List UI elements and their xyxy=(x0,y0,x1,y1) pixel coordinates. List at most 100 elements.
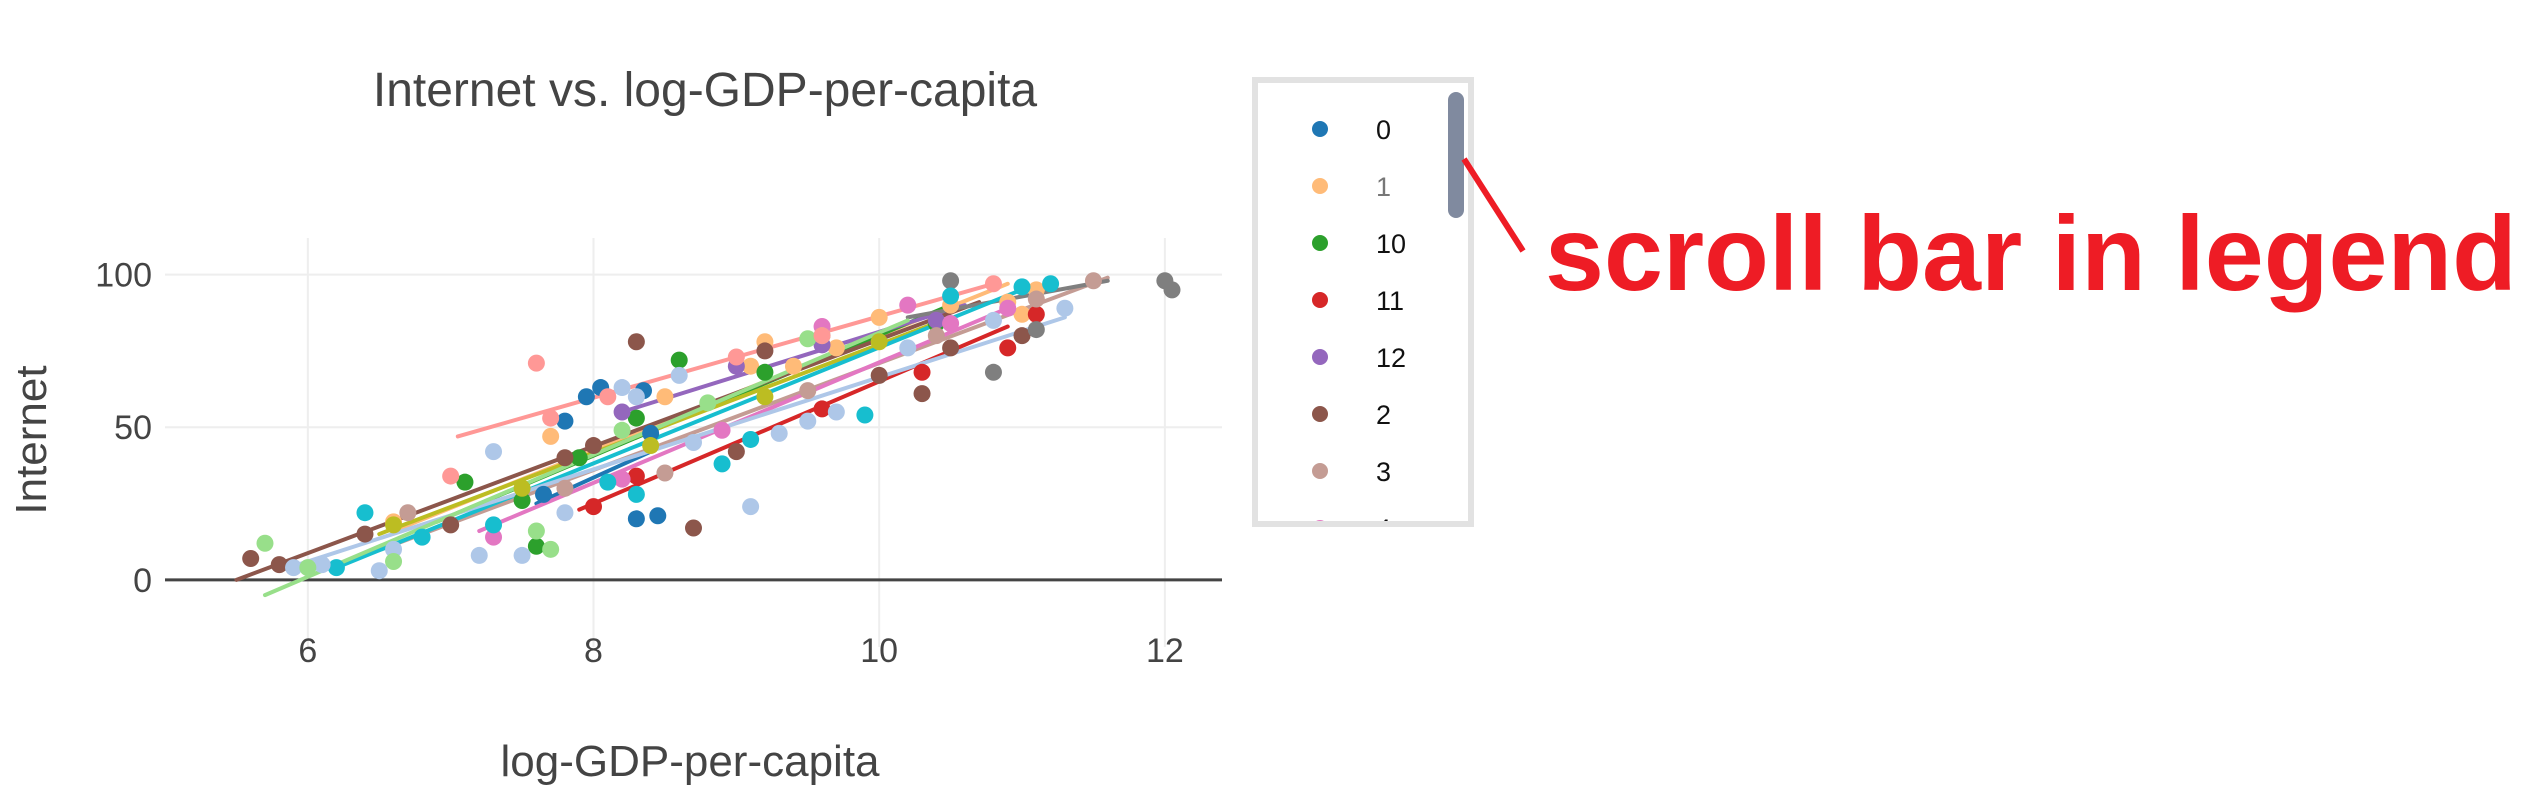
data-point-series-11[interactable] xyxy=(1027,305,1045,323)
data-point-series-9[interactable] xyxy=(799,330,817,348)
data-point-series-3[interactable] xyxy=(1084,272,1102,290)
legend-marker-12[interactable] xyxy=(1312,349,1328,365)
data-point-series-7[interactable] xyxy=(742,430,760,448)
data-point-series-9[interactable] xyxy=(385,553,403,571)
data-point-series-0[interactable] xyxy=(649,507,667,525)
legend-marker-10[interactable] xyxy=(1312,235,1328,251)
data-point-series-7[interactable] xyxy=(1042,275,1060,293)
data-point-series-0[interactable] xyxy=(642,424,660,442)
data-point-series-13[interactable] xyxy=(599,388,617,406)
data-point-series-8[interactable] xyxy=(485,443,503,461)
data-point-series-8[interactable] xyxy=(513,546,531,564)
data-point-series-1[interactable] xyxy=(1013,305,1031,323)
data-point-series-7[interactable] xyxy=(413,528,431,546)
data-point-series-0[interactable] xyxy=(627,510,645,528)
data-point-series-11[interactable] xyxy=(627,467,645,485)
data-point-series-13[interactable] xyxy=(813,327,831,345)
data-point-series-7[interactable] xyxy=(627,485,645,503)
data-point-series-7[interactable] xyxy=(713,455,731,473)
data-point-series-1[interactable] xyxy=(542,427,560,445)
data-point-series-8[interactable] xyxy=(470,546,488,564)
data-point-series-2[interactable] xyxy=(727,443,745,461)
data-point-series-3[interactable] xyxy=(1027,290,1045,308)
data-point-series-10[interactable] xyxy=(570,449,588,467)
legend-label-2[interactable]: 2 xyxy=(1376,400,1391,430)
data-point-series-5[interactable] xyxy=(1027,321,1045,339)
data-point-series-8[interactable] xyxy=(1056,299,1074,317)
data-point-series-9[interactable] xyxy=(527,522,545,540)
data-point-series-6[interactable] xyxy=(642,437,660,455)
data-point-series-4[interactable] xyxy=(999,299,1017,317)
data-point-series-8[interactable] xyxy=(984,311,1002,329)
legend-label-10[interactable]: 10 xyxy=(1376,229,1406,259)
data-point-series-6[interactable] xyxy=(385,516,403,534)
data-point-series-4[interactable] xyxy=(942,314,960,332)
data-point-series-10[interactable] xyxy=(627,409,645,427)
legend-label-3[interactable]: 3 xyxy=(1376,457,1391,487)
data-point-series-8[interactable] xyxy=(556,504,574,522)
data-point-series-1[interactable] xyxy=(742,357,760,375)
data-point-series-8[interactable] xyxy=(670,366,688,384)
data-point-series-6[interactable] xyxy=(513,479,531,497)
legend-marker-11[interactable] xyxy=(1312,292,1328,308)
data-point-series-5[interactable] xyxy=(1163,281,1181,299)
data-point-series-10[interactable] xyxy=(756,363,774,381)
data-point-series-1[interactable] xyxy=(827,339,845,357)
legend-label-4[interactable]: 4 xyxy=(1376,514,1391,544)
data-point-series-9[interactable] xyxy=(613,421,631,439)
data-point-series-1[interactable] xyxy=(870,308,888,326)
data-point-series-3[interactable] xyxy=(556,479,574,497)
data-point-series-6[interactable] xyxy=(756,388,774,406)
data-point-series-10[interactable] xyxy=(670,351,688,369)
data-point-series-9[interactable] xyxy=(699,394,717,412)
data-point-series-13[interactable] xyxy=(542,409,560,427)
data-point-series-7[interactable] xyxy=(856,406,874,424)
legend-label-0[interactable]: 0 xyxy=(1376,115,1391,145)
data-point-series-11[interactable] xyxy=(999,339,1017,357)
scatter-points[interactable] xyxy=(242,272,1181,580)
data-point-series-9[interactable] xyxy=(299,559,317,577)
legend-label-1[interactable]: 1 xyxy=(1376,172,1391,202)
data-point-series-3[interactable] xyxy=(799,382,817,400)
data-point-series-13[interactable] xyxy=(727,348,745,366)
data-point-series-1[interactable] xyxy=(784,357,802,375)
data-point-series-2[interactable] xyxy=(756,342,774,360)
legend-label-12[interactable]: 12 xyxy=(1376,343,1406,373)
data-point-series-13[interactable] xyxy=(984,275,1002,293)
data-point-series-0[interactable] xyxy=(577,388,595,406)
data-point-series-8[interactable] xyxy=(613,379,631,397)
data-point-series-10[interactable] xyxy=(456,473,474,491)
data-point-series-4[interactable] xyxy=(899,296,917,314)
data-point-series-0[interactable] xyxy=(535,485,553,503)
data-point-series-11[interactable] xyxy=(813,400,831,418)
legend-label-11[interactable]: 11 xyxy=(1376,286,1404,316)
data-point-series-2[interactable] xyxy=(556,449,574,467)
data-point-series-9[interactable] xyxy=(542,540,560,558)
data-point-series-8[interactable] xyxy=(313,556,331,574)
data-point-series-7[interactable] xyxy=(485,516,503,534)
data-point-series-13[interactable] xyxy=(527,354,545,372)
data-point-series-7[interactable] xyxy=(942,287,960,305)
data-point-series-8[interactable] xyxy=(827,403,845,421)
data-point-series-7[interactable] xyxy=(1013,278,1031,296)
legend-marker-1[interactable] xyxy=(1312,178,1328,194)
data-point-series-8[interactable] xyxy=(899,339,917,357)
data-point-series-8[interactable] xyxy=(799,412,817,430)
data-point-series-2[interactable] xyxy=(942,339,960,357)
data-point-series-10[interactable] xyxy=(527,537,545,555)
data-point-series-2[interactable] xyxy=(913,385,931,403)
data-point-series-1[interactable] xyxy=(656,388,674,406)
data-point-series-5[interactable] xyxy=(984,363,1002,381)
data-point-series-6[interactable] xyxy=(870,333,888,351)
data-point-series-5[interactable] xyxy=(942,272,960,290)
data-point-series-2[interactable] xyxy=(270,556,288,574)
data-point-series-2[interactable] xyxy=(585,437,603,455)
data-point-series-3[interactable] xyxy=(656,464,674,482)
legend[interactable]: 0 1 10 11 12 2 3 4 xyxy=(1252,77,1474,544)
legend-scrollbar[interactable] xyxy=(1448,92,1464,218)
data-point-series-8[interactable] xyxy=(385,540,403,558)
data-point-series-2[interactable] xyxy=(1013,327,1031,345)
data-point-series-7[interactable] xyxy=(599,473,617,491)
data-point-series-2[interactable] xyxy=(870,366,888,384)
data-point-series-12[interactable] xyxy=(927,311,945,329)
